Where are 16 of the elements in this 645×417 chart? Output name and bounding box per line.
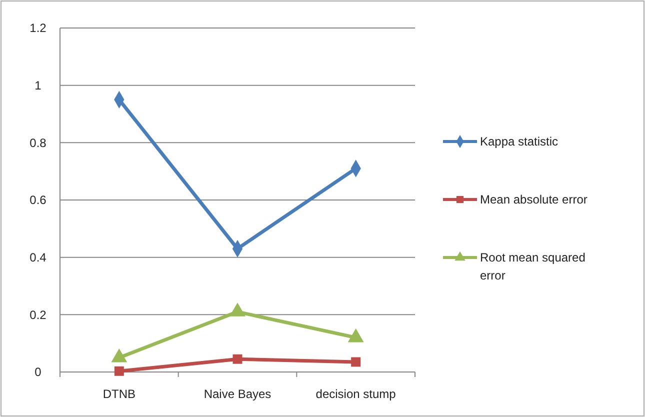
y-tick-label: 1.2 (30, 21, 47, 36)
legend-label: Kappa statistic (480, 134, 558, 149)
x-tick-label: decision stump (316, 387, 396, 401)
point (351, 357, 361, 367)
point (232, 354, 242, 364)
x-tick-label: DTNB (102, 387, 136, 401)
y-tick-label: 1 (34, 78, 42, 93)
y-tick-label: 0.8 (30, 136, 47, 150)
legend-label: Mean absolute error (480, 192, 588, 207)
y-tick-label: 0.2 (30, 308, 47, 322)
x-tick-label: Naive Bayes (204, 387, 272, 401)
point (114, 366, 124, 376)
y-tick-label: 0.4 (30, 250, 47, 265)
y-tick-label: 0 (34, 365, 42, 380)
legend-label: Root mean squared error (480, 250, 586, 283)
y-tick-label: 0.6 (30, 193, 47, 208)
